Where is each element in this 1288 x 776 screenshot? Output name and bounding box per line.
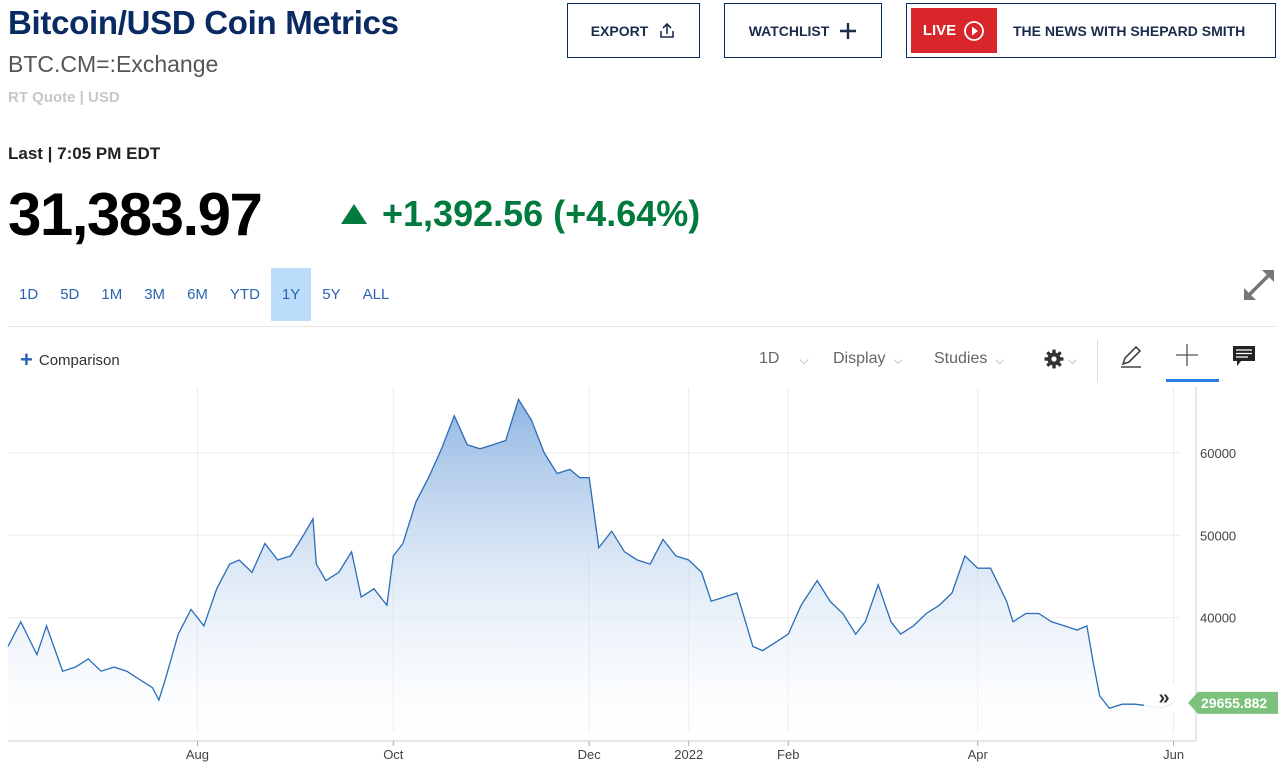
- price-area: [8, 399, 1174, 741]
- price-change: +1,392.56 (+4.64%): [340, 193, 700, 235]
- price-chart[interactable]: 40000 50000 60000 Aug Oct Dec 2022 Feb Apr Jun »…: [0, 383, 1288, 776]
- chevron-down-icon: ⌵: [1068, 353, 1078, 367]
- comparison-label: Comparison: [38, 351, 120, 369]
- double-chevron-right-icon: »: [1158, 687, 1169, 709]
- display-dropdown[interactable]: Display ⌵: [833, 346, 903, 372]
- studies-dropdown[interactable]: Studies ⌵: [934, 346, 1004, 372]
- pencil-icon[interactable]: [1118, 343, 1144, 369]
- last-trade-time: Last | 7:05 PM EDT: [8, 144, 161, 163]
- comparison-button[interactable]: + Comparison: [20, 347, 120, 372]
- share-icon: [660, 22, 675, 38]
- live-show-name: THE NEWS WITH SHEPARD SMITH: [1013, 22, 1246, 39]
- live-label: LIVE: [922, 22, 957, 39]
- divider: [8, 326, 1276, 327]
- chevron-down-icon: ⌵: [799, 353, 809, 367]
- comment-icon[interactable]: [1232, 345, 1256, 367]
- range-1d-button[interactable]: 1D: [19, 286, 39, 303]
- page-title: Bitcoin/USD Coin Metrics: [8, 4, 399, 41]
- range-1m-button[interactable]: 1M: [101, 286, 123, 303]
- symbol-label: BTC.CM=:Exchange: [8, 51, 219, 77]
- gear-icon: [1044, 349, 1064, 369]
- last-value-label: 29655.882: [1201, 695, 1267, 711]
- range-1y-button[interactable]: 1Y: [270, 268, 312, 321]
- price-line: [7, 397, 1174, 710]
- range-5y-button[interactable]: 5Y: [322, 286, 341, 303]
- y-tick-label: 60000: [1200, 446, 1236, 461]
- x-tick-label: 2022: [674, 747, 703, 762]
- x-tick-label: Apr: [968, 747, 989, 762]
- plus-icon: [840, 22, 857, 39]
- studies-label: Studies: [934, 350, 988, 367]
- scroll-right-button[interactable]: »: [1144, 684, 1184, 712]
- x-tick-label: Jun: [1163, 747, 1184, 762]
- last-price: 31,383.97: [8, 181, 263, 248]
- interval-dropdown[interactable]: 1D ⌵: [759, 346, 809, 372]
- expand-icon[interactable]: [1240, 266, 1278, 304]
- watchlist-label: WATCHLIST: [748, 22, 830, 39]
- play-circle-icon: [964, 20, 985, 41]
- live-badge: LIVE: [911, 8, 997, 53]
- range-ytd-button[interactable]: YTD: [229, 286, 260, 303]
- export-label: EXPORT: [590, 22, 649, 39]
- x-tick-label: Dec: [578, 747, 602, 762]
- display-label: Display: [833, 350, 886, 367]
- range-3m-button[interactable]: 3M: [144, 286, 166, 303]
- watchlist-button[interactable]: WATCHLIST: [724, 3, 882, 58]
- range-all-button[interactable]: ALL: [362, 286, 390, 303]
- y-tick-label: 40000: [1200, 611, 1236, 626]
- active-tool-indicator: [1166, 379, 1219, 382]
- time-range-selector: 1D 5D 1M 3M 6M YTD 1Y 5Y ALL: [8, 268, 400, 321]
- chevron-down-icon: ⌵: [995, 353, 1005, 367]
- toolbar-separator: [1097, 340, 1098, 382]
- x-tick-label: Feb: [777, 747, 799, 762]
- plus-icon: +: [20, 347, 33, 372]
- x-tick-label: Aug: [186, 747, 209, 762]
- chevron-down-icon: ⌵: [893, 353, 903, 367]
- range-6m-button[interactable]: 6M: [187, 286, 208, 303]
- up-triangle-icon: [341, 204, 367, 224]
- last-value-tag: 29655.882: [1188, 691, 1278, 714]
- crosshair-icon[interactable]: [1176, 344, 1198, 366]
- quote-type-label: RT Quote | USD: [8, 89, 120, 106]
- range-5d-button[interactable]: 5D: [60, 286, 80, 303]
- y-tick-label: 50000: [1200, 528, 1236, 543]
- price-change-value: +1,392.56 (+4.64%): [382, 193, 701, 234]
- export-button[interactable]: EXPORT: [567, 3, 700, 58]
- settings-dropdown[interactable]: ⌵: [1044, 346, 1077, 372]
- interval-label: 1D: [759, 350, 780, 367]
- x-tick-label: Oct: [383, 747, 404, 762]
- live-tv-banner[interactable]: LIVE THE NEWS WITH SHEPARD SMITH: [906, 3, 1276, 58]
